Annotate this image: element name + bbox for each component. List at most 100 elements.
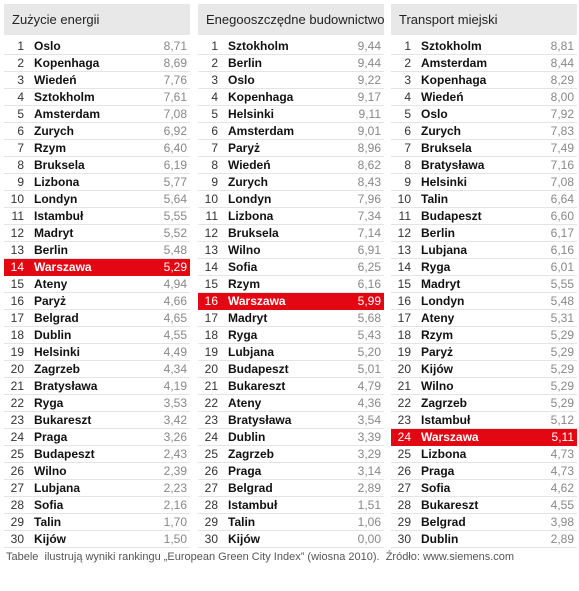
city-name: Wilno — [34, 464, 67, 478]
rank: 8 — [404, 158, 411, 172]
rank: 25 — [204, 447, 218, 461]
rank: 18 — [10, 328, 24, 342]
table-row: 22 Ryga 3,53 — [4, 395, 190, 412]
table-row: 24 Warszawa 5,11 — [391, 429, 577, 446]
rank: 7 — [211, 141, 218, 155]
table-row: 16 Londyn 5,48 — [391, 293, 577, 310]
table-row: 18 Dublin 4,55 — [4, 327, 190, 344]
rank: 12 — [204, 226, 218, 240]
table-row: 3 Wiedeń 7,76 — [4, 72, 190, 89]
rank: 18 — [204, 328, 218, 342]
table-title: Zużycie energii — [4, 4, 190, 35]
city-name: Belgrad — [228, 481, 273, 495]
rank: 13 — [204, 243, 218, 257]
table-row: 29 Talin 1,06 — [198, 514, 384, 531]
table-row: 14 Warszawa 5,29 — [4, 259, 190, 276]
score: 5,68 — [357, 311, 381, 325]
rank: 6 — [211, 124, 218, 138]
score: 5,55 — [163, 209, 187, 223]
score: 8,44 — [550, 56, 574, 70]
score: 5,01 — [357, 362, 381, 376]
table-row: 11 Istambuł 5,55 — [4, 208, 190, 225]
table-row: 11 Budapeszt 6,60 — [391, 208, 577, 225]
city-name: Belgrad — [34, 311, 79, 325]
city-name: Budapeszt — [34, 447, 95, 461]
rank: 2 — [404, 56, 411, 70]
score: 6,91 — [357, 243, 381, 257]
rank: 15 — [397, 277, 411, 291]
score: 6,19 — [163, 158, 187, 172]
rank: 29 — [397, 515, 411, 529]
rank: 8 — [17, 158, 24, 172]
city-name: Praga — [421, 464, 455, 478]
score: 6,16 — [550, 243, 574, 257]
rank: 19 — [397, 345, 411, 359]
table-row: 27 Sofia 4,62 — [391, 480, 577, 497]
table-row: 3 Oslo 9,22 — [198, 72, 384, 89]
city-name: Wiedeń — [34, 73, 77, 87]
city-name: Praga — [228, 464, 262, 478]
table-row: 28 Sofia 2,16 — [4, 497, 190, 514]
table-row: 9 Helsinki 7,08 — [391, 174, 577, 191]
score: 5,48 — [163, 243, 187, 257]
city-name: Lizbona — [228, 209, 274, 223]
score: 9,01 — [357, 124, 381, 138]
score: 4,94 — [163, 277, 187, 291]
table-row: 16 Warszawa 5,99 — [198, 293, 384, 310]
score: 3,98 — [550, 515, 574, 529]
ranking-table: Transport miejski 1 Sztokholm 8,81 2 Amsterda… — [391, 4, 577, 548]
score: 5,11 — [551, 430, 574, 444]
score: 6,16 — [357, 277, 381, 291]
rank: 22 — [397, 396, 411, 410]
score: 4,62 — [550, 481, 574, 495]
rank: 1 — [404, 39, 411, 53]
city-name: Wiedeń — [228, 158, 271, 172]
city-name: Amsterdam — [421, 56, 488, 70]
score: 5,29 — [550, 396, 574, 410]
city-name: Paryż — [228, 141, 261, 155]
score: 6,01 — [550, 260, 574, 274]
table-row: 18 Ryga 5,43 — [198, 327, 384, 344]
table-row: 7 Paryż 8,96 — [198, 140, 384, 157]
table-row: 30 Kijów 1,50 — [4, 531, 190, 548]
rank: 20 — [10, 362, 24, 376]
score: 6,60 — [550, 209, 574, 223]
table-row: 14 Ryga 6,01 — [391, 259, 577, 276]
city-name: Helsinki — [34, 345, 81, 359]
city-name: Rzym — [228, 277, 261, 291]
city-name: Bratysława — [228, 413, 292, 427]
rank: 30 — [397, 532, 411, 546]
city-name: Bukareszt — [228, 379, 286, 393]
rank: 10 — [10, 192, 24, 206]
city-name: Kijów — [421, 362, 453, 376]
rank: 27 — [397, 481, 411, 495]
score: 5,29 — [550, 345, 574, 359]
rank: 24 — [397, 430, 411, 444]
score: 5,29 — [550, 379, 574, 393]
rank: 13 — [10, 243, 24, 257]
score: 7,08 — [163, 107, 187, 121]
rank: 22 — [204, 396, 218, 410]
city-name: Lizbona — [34, 175, 80, 189]
rank: 16 — [397, 294, 411, 308]
rank: 9 — [404, 175, 411, 189]
table-row: 9 Lizbona 5,77 — [4, 174, 190, 191]
rank: 28 — [10, 498, 24, 512]
score: 5,29 — [163, 260, 187, 274]
rank: 9 — [211, 175, 218, 189]
city-name: Kopenhaga — [228, 90, 294, 104]
rank: 17 — [10, 311, 24, 325]
city-name: Bruksela — [421, 141, 472, 155]
rank: 1 — [17, 39, 24, 53]
score: 5,43 — [357, 328, 381, 342]
city-name: Paryż — [421, 345, 454, 359]
rank: 20 — [397, 362, 411, 376]
city-name: Warszawa — [421, 430, 479, 444]
score: 1,51 — [357, 498, 381, 512]
score: 4,79 — [357, 379, 381, 393]
rank: 3 — [404, 73, 411, 87]
rank: 5 — [17, 107, 24, 121]
table-row: 8 Wiedeń 8,62 — [198, 157, 384, 174]
rank: 1 — [211, 39, 218, 53]
score: 4,19 — [163, 379, 187, 393]
